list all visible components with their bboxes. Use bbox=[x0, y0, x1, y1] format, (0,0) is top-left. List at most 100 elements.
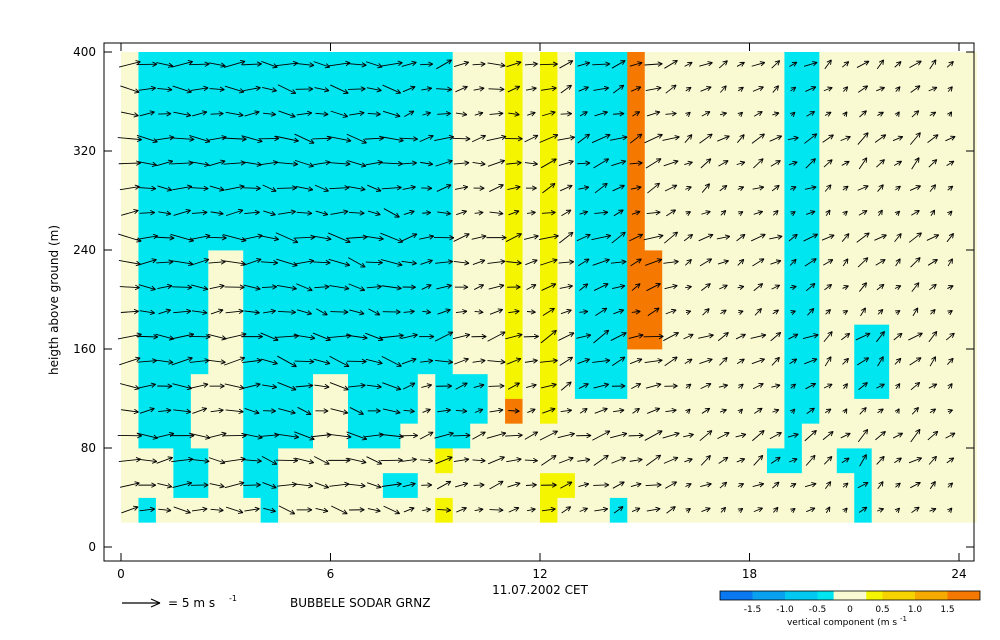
wind-vector bbox=[489, 309, 503, 315]
wind-vector bbox=[224, 383, 245, 389]
wind-vector bbox=[858, 382, 868, 391]
wind-vector bbox=[173, 506, 191, 514]
wind-vector-head bbox=[844, 160, 850, 166]
wind-vector-head bbox=[720, 506, 727, 513]
heatmap-cell bbox=[959, 200, 977, 226]
wind-vector-head bbox=[790, 211, 796, 217]
wind-vector bbox=[382, 110, 401, 117]
wind-vector bbox=[487, 331, 506, 342]
wind-vector bbox=[856, 232, 870, 243]
wind-vector bbox=[314, 87, 330, 92]
wind-vector bbox=[314, 384, 330, 388]
wind-vector-head bbox=[773, 506, 779, 513]
wind-vector-head bbox=[914, 381, 921, 388]
wind-vector-head bbox=[915, 132, 921, 138]
wind-vector-head bbox=[757, 210, 764, 216]
wind-vector-head bbox=[621, 431, 628, 438]
wind-vector bbox=[718, 456, 729, 464]
wind-vector-head bbox=[550, 283, 557, 289]
wind-vector bbox=[909, 185, 921, 191]
colorbar-swatch bbox=[882, 591, 915, 600]
wind-vector bbox=[155, 433, 175, 439]
wind-vector-head bbox=[861, 282, 868, 288]
wind-vector bbox=[538, 235, 559, 240]
wind-vector-head bbox=[427, 161, 434, 167]
wind-vector bbox=[539, 359, 558, 363]
wind-vector-head bbox=[896, 61, 902, 67]
wind-vector bbox=[824, 59, 832, 70]
wind-vector bbox=[857, 257, 869, 268]
wind-vector bbox=[541, 508, 556, 512]
wind-vector-head bbox=[359, 310, 365, 316]
wind-vector bbox=[328, 258, 350, 266]
wind-vector-head bbox=[271, 408, 276, 414]
wind-vector-head bbox=[657, 358, 663, 364]
wind-vector-head bbox=[531, 482, 537, 488]
wind-vector-head bbox=[793, 432, 799, 438]
wind-vector bbox=[487, 160, 505, 167]
wind-vector-head bbox=[306, 310, 312, 316]
wind-vector bbox=[328, 62, 351, 67]
wind-vector bbox=[173, 310, 191, 314]
wind-vector bbox=[380, 259, 403, 266]
wind-vector-head bbox=[477, 111, 484, 117]
wind-vector-head bbox=[704, 111, 711, 116]
wind-vector-head bbox=[790, 483, 797, 488]
wind-vector bbox=[365, 261, 383, 264]
wind-vector bbox=[276, 187, 297, 189]
wind-vector-head bbox=[550, 506, 556, 513]
wind-vector-head bbox=[930, 184, 937, 190]
wind-vector-head bbox=[293, 137, 299, 143]
wind-vector-head bbox=[478, 309, 484, 315]
wind-vector bbox=[225, 111, 244, 116]
wind-vector bbox=[823, 259, 834, 266]
wind-vector-head bbox=[895, 357, 902, 364]
wind-vector-head bbox=[738, 383, 744, 389]
wind-vector-head bbox=[552, 358, 558, 364]
wind-vector bbox=[927, 134, 939, 143]
wind-vector bbox=[381, 355, 402, 367]
wind-vector bbox=[631, 211, 641, 215]
wind-vector bbox=[541, 211, 556, 214]
wind-vector-head bbox=[533, 333, 539, 340]
wind-vector bbox=[789, 61, 798, 67]
heatmap-cell bbox=[959, 324, 977, 350]
wind-vector bbox=[294, 457, 314, 464]
wind-vector bbox=[823, 383, 833, 389]
wind-vector-head bbox=[930, 481, 936, 487]
heatmap-cell bbox=[959, 349, 977, 375]
wind-vector bbox=[910, 429, 921, 443]
wind-vector-head bbox=[202, 309, 208, 315]
wind-vector bbox=[421, 284, 432, 290]
wind-vector-head bbox=[808, 308, 815, 314]
wind-vector-head bbox=[378, 336, 384, 342]
wind-vector-head bbox=[498, 283, 505, 289]
wind-vector-head bbox=[462, 111, 468, 117]
wind-vector bbox=[210, 409, 224, 413]
wind-vector bbox=[665, 84, 677, 94]
wind-vector-head bbox=[464, 332, 471, 339]
wind-vector bbox=[524, 162, 538, 165]
wind-vector-head bbox=[360, 482, 366, 489]
wind-vector-head bbox=[758, 86, 764, 91]
wind-vector bbox=[118, 61, 141, 68]
wind-vector-head bbox=[634, 111, 641, 117]
wind-vector-head bbox=[166, 507, 172, 513]
wind-vector bbox=[488, 88, 505, 90]
wind-vector-head bbox=[949, 432, 956, 438]
wind-vector bbox=[329, 355, 350, 367]
wind-vector-head bbox=[844, 457, 850, 463]
wind-vector-head bbox=[738, 483, 744, 488]
plot-frame bbox=[103, 42, 975, 562]
wind-vector bbox=[329, 187, 350, 190]
wind-vector-head bbox=[445, 308, 451, 314]
wind-vector-head bbox=[949, 332, 955, 338]
wind-vector bbox=[772, 112, 780, 116]
wind-vector-head bbox=[880, 430, 886, 437]
wind-vector-head bbox=[409, 506, 415, 512]
wind-vector-head bbox=[827, 259, 834, 265]
wind-vector-head bbox=[151, 258, 157, 264]
wind-vector bbox=[561, 209, 572, 217]
wind-vector bbox=[454, 358, 469, 365]
wind-vector bbox=[631, 507, 641, 512]
